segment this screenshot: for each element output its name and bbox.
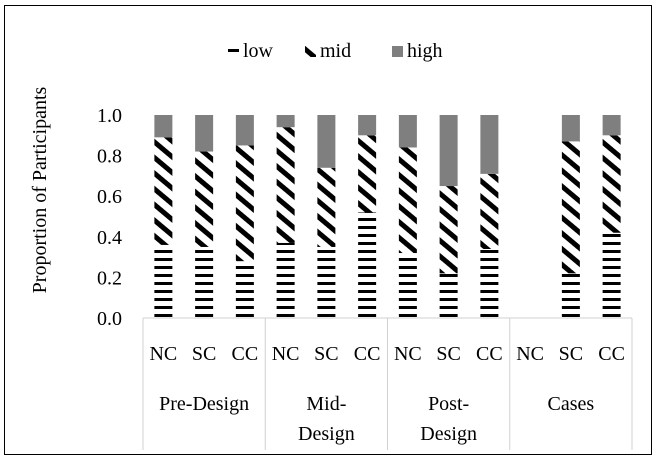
bars xyxy=(154,115,621,318)
bar-segment-high xyxy=(317,115,336,168)
bar-segment-high xyxy=(439,115,458,187)
bar-segment-mid xyxy=(195,151,214,247)
bar-segment-mid xyxy=(439,186,458,274)
legend-label-mid: mid xyxy=(320,40,351,62)
bar-segment-low xyxy=(317,246,336,318)
bar-segment-low xyxy=(561,273,580,318)
bar-segment-low xyxy=(195,246,214,318)
x-category-label: NC xyxy=(149,343,177,365)
x-group-label: Pre-Design xyxy=(159,393,249,415)
y-tick-label: 1.0 xyxy=(97,105,122,127)
x-category-label: SC xyxy=(436,343,460,365)
bar-segment-high xyxy=(398,115,417,148)
legend-swatch-high xyxy=(392,46,403,57)
x-group-label: Design xyxy=(420,423,477,445)
x-category-label: NC xyxy=(394,343,422,365)
x-group-label: Cases xyxy=(548,393,595,415)
y-tick-label: 0.2 xyxy=(97,267,122,289)
bar-segment-mid xyxy=(154,137,173,245)
legend-swatch-mid xyxy=(305,46,316,57)
bar-segment-mid xyxy=(235,145,254,262)
bar-segment-low xyxy=(398,253,417,318)
y-tick-labels: 0.0 0.2 0.4 0.6 0.8 1.0 xyxy=(97,105,122,330)
bar-segment-low xyxy=(276,242,295,318)
bar-segment-mid xyxy=(480,173,499,249)
x-category-label: SC xyxy=(192,343,216,365)
bar-segment-low xyxy=(439,273,458,318)
y-axis-label: Proportion of Participants xyxy=(29,86,51,293)
bar-segment-high xyxy=(358,115,377,136)
bar-segment-mid xyxy=(561,141,580,274)
y-tick-label: 0.4 xyxy=(97,227,122,249)
bar-segment-low xyxy=(480,248,499,318)
x-category-label: CC xyxy=(598,343,625,365)
bar-segment-mid xyxy=(358,135,377,213)
x-group-label: Post- xyxy=(428,393,469,415)
bar-segment-high xyxy=(154,115,173,138)
x-category-label: CC xyxy=(476,343,503,365)
bar-segment-high xyxy=(602,115,621,136)
bar-segment-low xyxy=(235,261,254,318)
bar-segment-high xyxy=(235,115,254,146)
bar-segment-mid xyxy=(317,167,336,247)
x-category-label: NC xyxy=(516,343,544,365)
bar-segment-low xyxy=(358,212,377,318)
bar-segment-high xyxy=(276,115,295,128)
x-axis: NC SC CC Pre-Design NC SC CC Mid- Design NC SC CC Po… xyxy=(142,317,633,450)
legend-label-low: low xyxy=(243,40,274,62)
y-tick-label: 0.8 xyxy=(97,146,122,168)
bar-segment-high xyxy=(561,115,580,142)
bar-segment-mid xyxy=(398,147,417,254)
x-group-label: Design xyxy=(298,423,355,445)
legend-label-high: high xyxy=(407,40,443,62)
bar-segment-high xyxy=(195,115,214,152)
bar-segment-mid xyxy=(276,127,295,243)
y-tick-label: 0.0 xyxy=(97,308,122,330)
x-category-label: NC xyxy=(272,343,300,365)
x-category-label: CC xyxy=(354,343,381,365)
legend-swatch-low-dash xyxy=(228,49,239,52)
x-category-label: SC xyxy=(314,343,338,365)
x-group-label: Mid- xyxy=(306,393,346,415)
y-tick-label: 0.6 xyxy=(97,186,122,208)
bar-segment-low xyxy=(154,244,173,318)
bar-segment-high xyxy=(480,115,499,174)
bar-segment-mid xyxy=(602,135,621,233)
x-category-label: CC xyxy=(232,343,259,365)
x-category-label: SC xyxy=(559,343,583,365)
legend: low mid high xyxy=(228,40,443,62)
bar-segment-low xyxy=(602,232,621,318)
